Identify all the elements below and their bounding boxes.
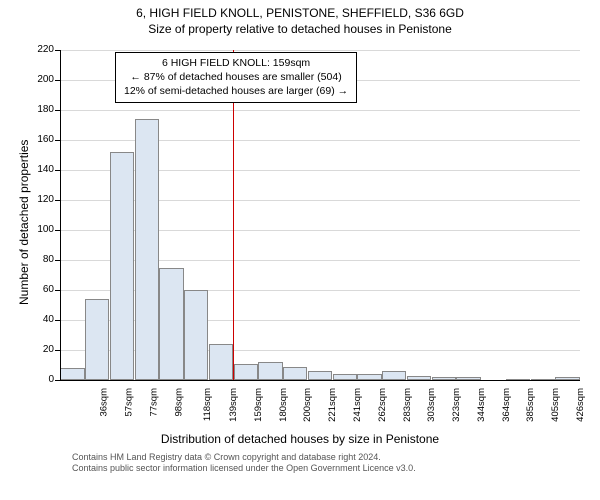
x-tick-label: 283sqm [401,388,412,422]
footer-line: Contains HM Land Registry data © Crown c… [72,452,416,463]
x-axis-label: Distribution of detached houses by size … [0,432,600,446]
bar [209,344,233,380]
bar [234,364,258,381]
x-tick-label: 57sqm [124,388,135,417]
x-tick-label: 303sqm [426,388,437,422]
x-tick-label: 139sqm [228,388,239,422]
bar [382,371,406,380]
x-tick-label: 77sqm [148,388,159,417]
annotation-line: 12% of semi-detached houses are larger (… [124,84,348,98]
y-tick-label: 200 [26,74,54,85]
x-tick-label: 159sqm [253,388,264,422]
x-tick-label: 364sqm [500,388,511,422]
footer-line: Contains public sector information licen… [72,463,416,474]
y-tick-label: 40 [26,314,54,325]
x-tick-label: 262sqm [377,388,388,422]
gridline [60,50,580,51]
bar [159,268,183,381]
chart-container: 6, HIGH FIELD KNOLL, PENISTONE, SHEFFIEL… [0,0,600,500]
y-tick-label: 220 [26,44,54,55]
x-tick-label: 36sqm [99,388,110,417]
x-tick-label: 221sqm [327,388,338,422]
x-tick-label: 323sqm [451,388,462,422]
bar [283,367,307,381]
bar [85,299,109,380]
annotation-box: 6 HIGH FIELD KNOLL: 159sqm ← 87% of deta… [115,52,357,103]
y-tick-label: 180 [26,104,54,115]
x-tick-label: 200sqm [302,388,313,422]
bar [308,371,332,380]
x-tick-label: 241sqm [352,388,363,422]
annotation-line: ← 87% of detached houses are smaller (50… [124,70,348,84]
bar [60,368,84,380]
x-tick-label: 98sqm [173,388,184,417]
x-tick-label: 118sqm [203,388,214,421]
bar [258,362,282,380]
x-tick-label: 180sqm [278,388,289,422]
y-tick-label: 20 [26,344,54,355]
bar [135,119,159,380]
y-axis-line [60,50,61,380]
y-axis-label: Number of detached properties [17,140,31,305]
y-tick-label: 0 [26,374,54,385]
page-subtitle: Size of property relative to detached ho… [0,20,600,36]
bar [184,290,208,380]
x-tick-label: 426sqm [575,388,586,422]
x-axis-line [60,380,580,381]
x-tick-label: 385sqm [525,388,536,422]
x-tick-label: 344sqm [476,388,487,422]
page-title: 6, HIGH FIELD KNOLL, PENISTONE, SHEFFIEL… [0,0,600,20]
footer-attribution: Contains HM Land Registry data © Crown c… [72,452,416,475]
annotation-line: 6 HIGH FIELD KNOLL: 159sqm [124,56,348,70]
x-tick-label: 405sqm [550,388,561,422]
bar [110,152,134,380]
gridline [60,110,580,111]
